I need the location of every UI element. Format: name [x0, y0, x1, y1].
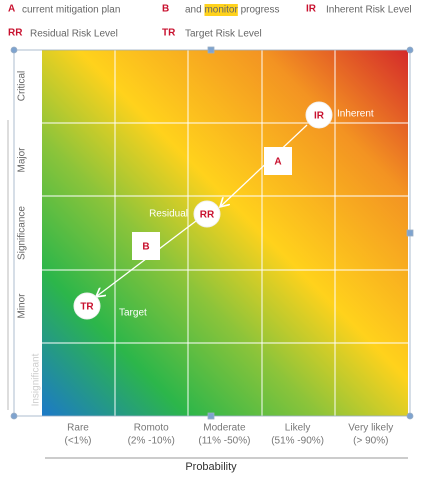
legend-text: Target Risk Level	[185, 29, 262, 40]
legend-text: current mitigation plan	[22, 5, 120, 16]
y-axis-title: Significance	[17, 206, 28, 260]
column-label: Rare	[67, 423, 89, 434]
column-range: (51% -90%)	[271, 436, 324, 447]
legend-key: RR	[8, 28, 23, 39]
column-label: Romoto	[134, 423, 169, 434]
risk-label: Target	[119, 308, 147, 319]
legend-key: B	[162, 4, 169, 15]
risk-marker	[193, 200, 221, 228]
grid-lines	[42, 50, 408, 416]
step-label: B	[142, 242, 149, 253]
highlight	[204, 4, 238, 16]
row-label: Insignificant	[31, 353, 42, 406]
heat-grid	[42, 50, 408, 416]
legend-text: Residual Risk Level	[30, 29, 118, 40]
x-axis-title: Probability	[185, 461, 237, 473]
selection-frame	[10, 46, 414, 420]
column-label: Very likely	[348, 423, 393, 434]
risk-label: Inherent	[337, 109, 374, 120]
step-label: A	[274, 157, 281, 168]
legend-text: and monitor progress	[185, 5, 280, 16]
row-label: Major	[17, 147, 28, 173]
column-range: (<1%)	[65, 436, 92, 447]
risk-code: IR	[314, 111, 325, 122]
row-label: Minor	[17, 293, 28, 319]
step-box	[264, 147, 292, 175]
column-range: (> 90%)	[353, 436, 388, 447]
risk-marker	[305, 101, 333, 129]
legend-text: Inherent Risk Level	[326, 5, 412, 16]
column-label: Moderate	[203, 423, 246, 434]
risk-code: TR	[80, 302, 94, 313]
risk-marker	[73, 292, 101, 320]
risk-label: Residual	[149, 209, 188, 220]
column-range: (11% -50%)	[198, 436, 250, 447]
column-range: (2% -10%)	[128, 436, 175, 447]
legend-key: A	[8, 4, 15, 15]
column-label: Likely	[285, 423, 311, 434]
row-label: Critical	[17, 71, 28, 102]
risk-code: RR	[200, 210, 215, 221]
legend-key: TR	[162, 28, 176, 39]
legend-key: IR	[306, 4, 317, 15]
step-box	[132, 232, 160, 260]
